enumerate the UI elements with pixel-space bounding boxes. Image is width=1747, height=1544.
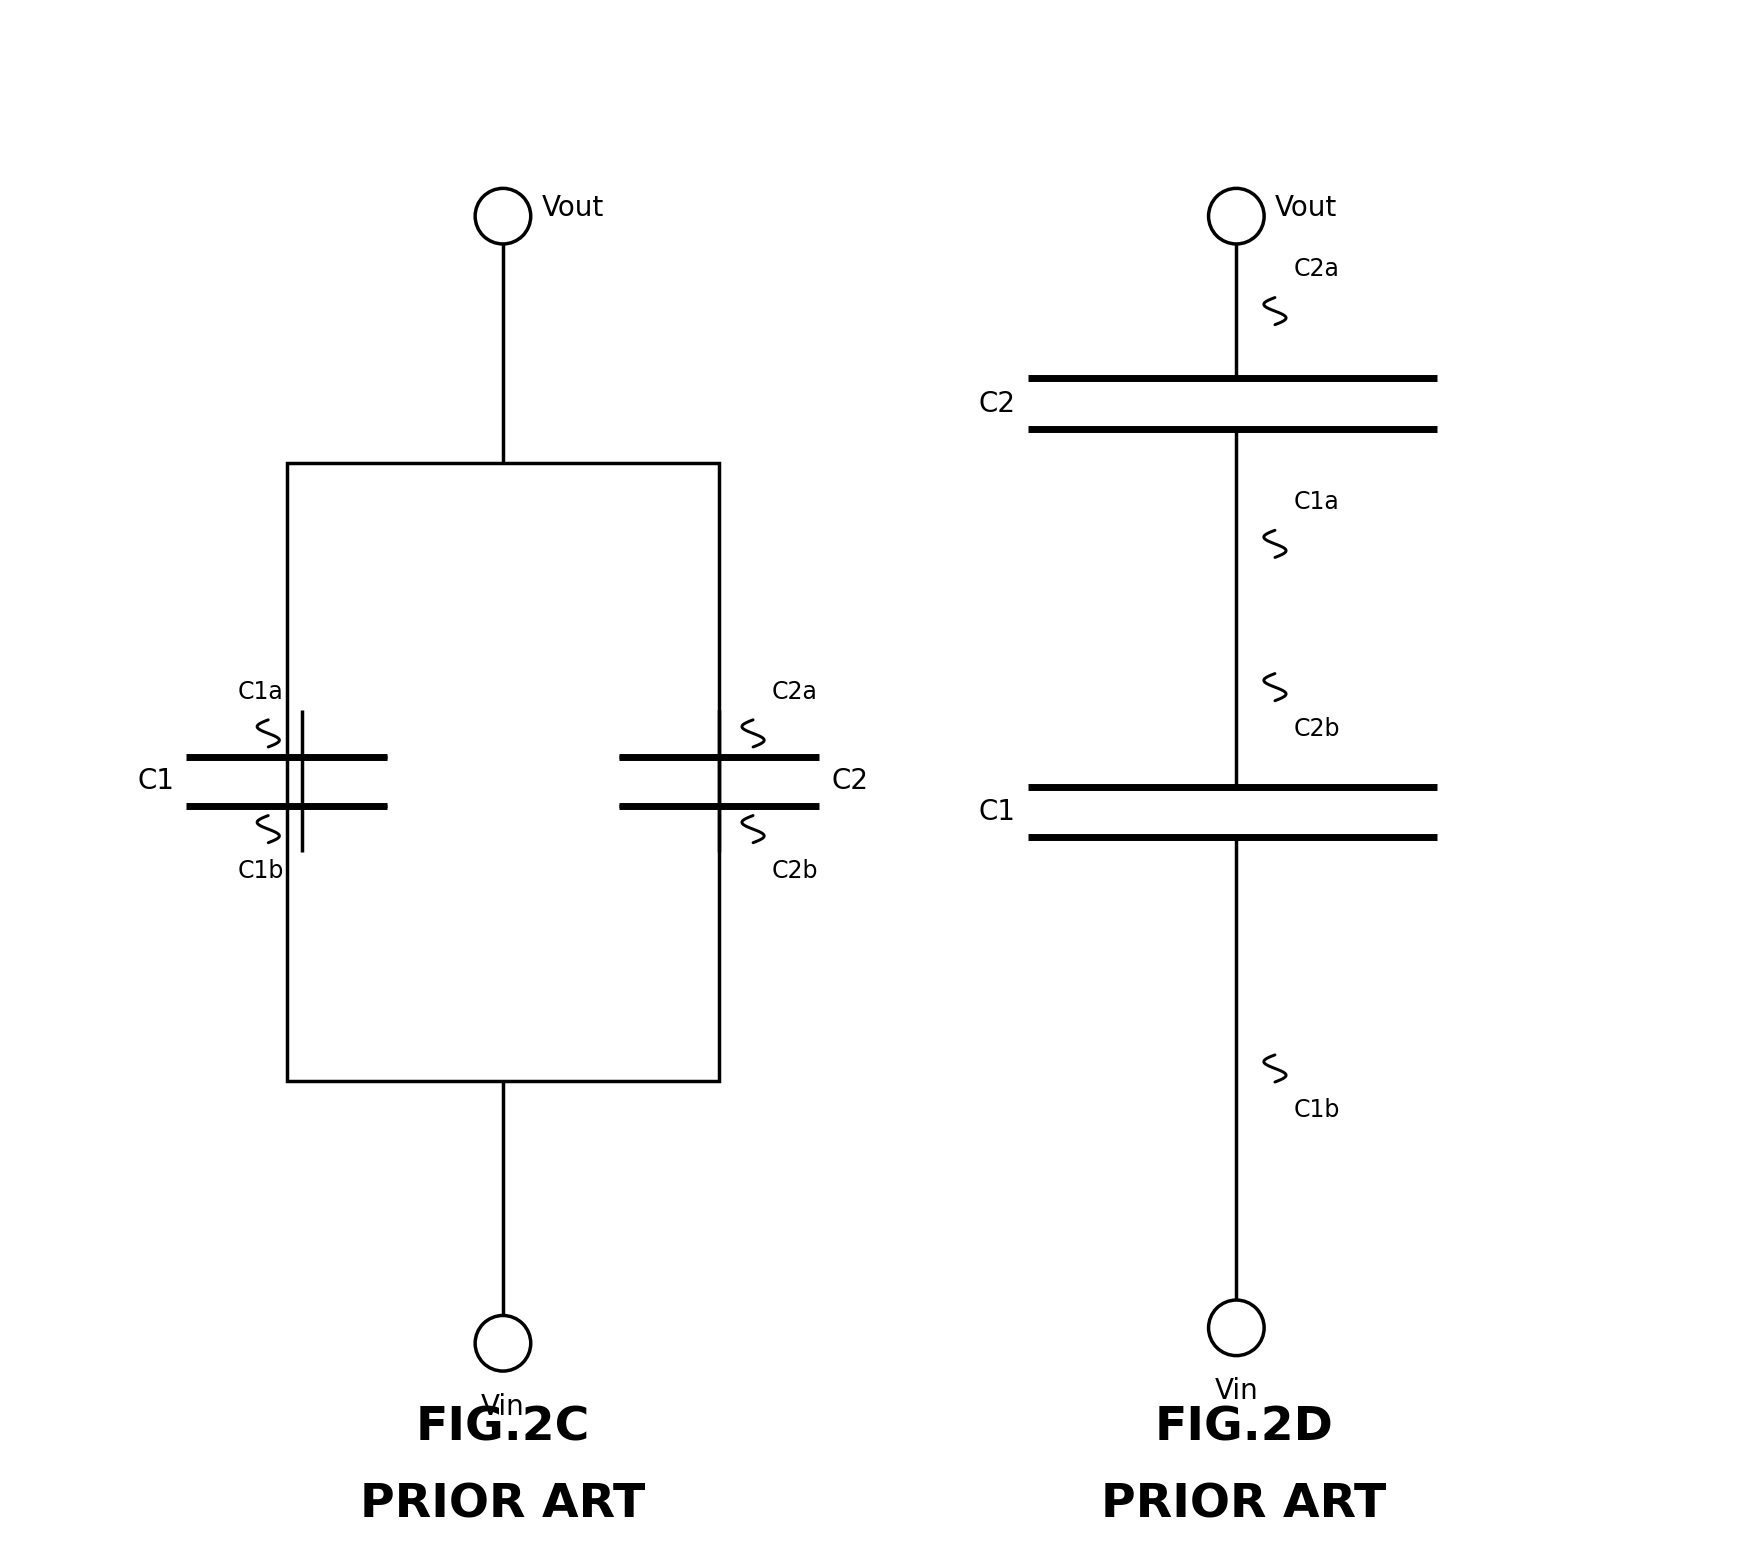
Text: C1b: C1b <box>1293 1098 1340 1122</box>
Text: C1a: C1a <box>1293 489 1340 514</box>
Text: PRIOR ART: PRIOR ART <box>1101 1482 1387 1529</box>
Text: PRIOR ART: PRIOR ART <box>360 1482 646 1529</box>
Text: C2b: C2b <box>1293 716 1340 741</box>
Text: C1b: C1b <box>238 858 283 883</box>
Text: FIG.2D: FIG.2D <box>1155 1405 1333 1451</box>
Text: C1: C1 <box>978 798 1015 826</box>
Text: Vout: Vout <box>542 195 604 222</box>
Text: C2: C2 <box>832 767 868 795</box>
Text: C2a: C2a <box>1293 258 1340 281</box>
Text: C1a: C1a <box>238 679 283 704</box>
Bar <box>287 463 720 1081</box>
Text: C2a: C2a <box>772 679 818 704</box>
Text: Vin: Vin <box>1214 1377 1258 1405</box>
Text: C2b: C2b <box>772 858 818 883</box>
Text: C1: C1 <box>136 767 175 795</box>
Text: Vout: Vout <box>1275 195 1336 222</box>
Text: FIG.2C: FIG.2C <box>416 1405 590 1451</box>
Text: C2: C2 <box>978 389 1015 418</box>
Text: Vin: Vin <box>480 1393 524 1420</box>
